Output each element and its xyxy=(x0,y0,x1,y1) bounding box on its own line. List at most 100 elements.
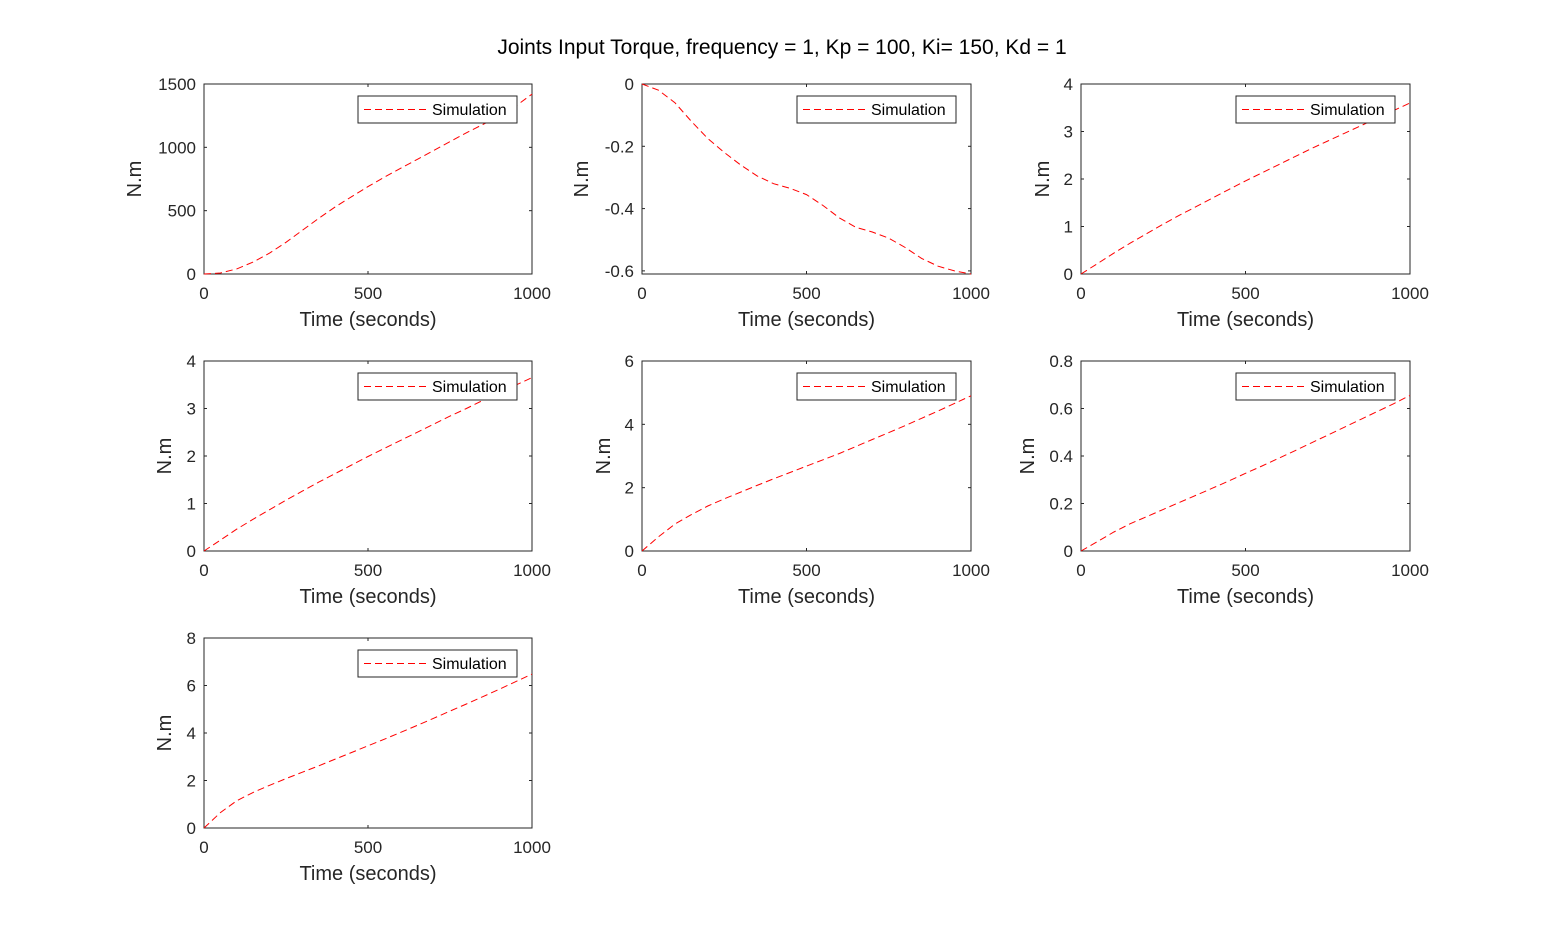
x-tick-label: 500 xyxy=(792,284,820,303)
legend-label: Simulation xyxy=(871,379,946,396)
y-tick-label: 0.4 xyxy=(1049,447,1073,466)
x-axis-label: Time (seconds) xyxy=(1177,586,1314,608)
x-tick-label: 500 xyxy=(354,838,382,857)
y-tick-label: 0 xyxy=(187,542,196,561)
y-tick-label: 4 xyxy=(187,352,196,371)
legend-label: Simulation xyxy=(871,102,946,119)
x-tick-label: 0 xyxy=(199,284,208,303)
subplot-7: 0 500 1000 0 2 4 6 8 Time (seconds) N.m Simulation xyxy=(154,629,551,885)
legend: Simulation xyxy=(796,95,957,124)
x-tick-label: 1000 xyxy=(952,561,990,580)
legend: Simulation xyxy=(1235,372,1396,401)
y-tick-label: -0.6 xyxy=(605,262,634,281)
y-axis-label: N.m xyxy=(124,161,146,198)
legend-label: Simulation xyxy=(432,379,507,396)
x-tick-label: 1000 xyxy=(1391,561,1429,580)
y-tick-label: 4 xyxy=(187,724,196,743)
x-tick-label: 1000 xyxy=(513,284,551,303)
y-tick-label: 2 xyxy=(1064,170,1073,189)
y-tick-label: 1 xyxy=(1064,218,1073,237)
y-tick-label: -0.2 xyxy=(605,137,634,156)
subplot-6: 0 500 1000 0 0.2 0.4 0.6 0.8 Time (seconds) N.m Si… xyxy=(1017,352,1429,608)
x-axis-label: Time (seconds) xyxy=(299,586,436,608)
x-tick-label: 0 xyxy=(1076,284,1085,303)
y-tick-label: 6 xyxy=(187,677,196,696)
series-line-simulation xyxy=(203,673,533,829)
y-tick-label: 500 xyxy=(168,202,196,221)
legend: Simulation xyxy=(1235,95,1396,124)
y-axis-label: N.m xyxy=(154,438,176,475)
x-axis-label: Time (seconds) xyxy=(738,586,875,608)
x-tick-label: 0 xyxy=(637,284,646,303)
y-tick-label: 0 xyxy=(1064,542,1073,561)
legend-box xyxy=(357,95,518,124)
y-axis-label: N.m xyxy=(1017,438,1039,475)
x-tick-label: 0 xyxy=(637,561,646,580)
y-tick-label: 0 xyxy=(625,75,634,94)
y-tick-label: 0.8 xyxy=(1049,352,1073,371)
x-axis-label: Time (seconds) xyxy=(299,309,436,331)
y-tick-label: 0 xyxy=(187,265,196,284)
y-tick-label: 3 xyxy=(1064,123,1073,142)
y-tick-label: 0 xyxy=(187,819,196,838)
legend-box xyxy=(1235,95,1396,124)
y-tick-label: 4 xyxy=(625,415,634,434)
subplot-2: 0 500 1000 0 -0.2 -0.4 -0.6 Time (seconds) N.m Si… xyxy=(571,75,990,331)
y-tick-label: 1000 xyxy=(158,138,196,157)
x-tick-label: 1000 xyxy=(513,838,551,857)
y-axis-label: N.m xyxy=(593,438,615,475)
y-tick-label: 3 xyxy=(187,400,196,419)
y-tick-label: 4 xyxy=(1064,75,1073,94)
legend-box xyxy=(1235,372,1396,401)
y-tick-label: 2 xyxy=(187,772,196,791)
legend: Simulation xyxy=(796,372,957,401)
x-tick-label: 500 xyxy=(1231,284,1259,303)
legend-box xyxy=(357,372,518,401)
x-axis-label: Time (seconds) xyxy=(1177,309,1314,331)
legend: Simulation xyxy=(357,95,518,124)
x-tick-label: 1000 xyxy=(513,561,551,580)
subplot-1: 0 500 1000 0 500 1000 1500 Time (seconds) N.m Sim… xyxy=(124,75,551,331)
x-axis-label: Time (seconds) xyxy=(738,309,875,331)
y-tick-label: 6 xyxy=(625,352,634,371)
x-tick-label: 0 xyxy=(199,838,208,857)
legend-box xyxy=(796,95,957,124)
y-tick-label: 0.6 xyxy=(1049,400,1073,419)
x-tick-label: 0 xyxy=(1076,561,1085,580)
y-tick-label: 0.2 xyxy=(1049,495,1073,514)
series-line-simulation xyxy=(1080,102,1411,275)
x-tick-label: 500 xyxy=(792,561,820,580)
legend-box xyxy=(796,372,957,401)
legend-box xyxy=(357,649,518,678)
y-tick-label: -0.4 xyxy=(605,200,634,219)
legend-label: Simulation xyxy=(1310,379,1385,396)
y-axis-label: N.m xyxy=(571,161,593,198)
x-axis-label: Time (seconds) xyxy=(299,863,436,885)
y-axis-label: N.m xyxy=(1032,161,1054,198)
legend: Simulation xyxy=(357,649,518,678)
x-tick-label: 0 xyxy=(199,561,208,580)
series-line-simulation xyxy=(641,83,972,275)
y-tick-label: 8 xyxy=(187,629,196,648)
subplot-5: 0 500 1000 0 2 4 6 Time (seconds) N.m Simulation xyxy=(593,352,990,608)
series-line-simulation xyxy=(641,395,972,552)
legend-label: Simulation xyxy=(432,656,507,673)
subplot-4: 0 500 1000 0 1 2 3 4 Time (seconds) N.m Simulation xyxy=(154,352,551,608)
x-tick-label: 1000 xyxy=(952,284,990,303)
series-line-simulation xyxy=(203,93,533,275)
series-line-simulation xyxy=(1080,394,1411,552)
y-tick-label: 2 xyxy=(625,479,634,498)
y-tick-label: 0 xyxy=(625,542,634,561)
x-tick-label: 1000 xyxy=(1391,284,1429,303)
x-tick-label: 500 xyxy=(354,284,382,303)
y-axis-label: N.m xyxy=(154,715,176,752)
legend-label: Simulation xyxy=(1310,102,1385,119)
y-tick-label: 0 xyxy=(1064,265,1073,284)
legend: Simulation xyxy=(357,372,518,401)
y-tick-label: 1500 xyxy=(158,75,196,94)
y-tick-label: 2 xyxy=(187,447,196,466)
subplot-3: 0 500 1000 0 1 2 3 4 Time (seconds) N.m Simulation xyxy=(1032,75,1429,331)
series-line-simulation xyxy=(203,377,533,552)
legend-label: Simulation xyxy=(432,102,507,119)
